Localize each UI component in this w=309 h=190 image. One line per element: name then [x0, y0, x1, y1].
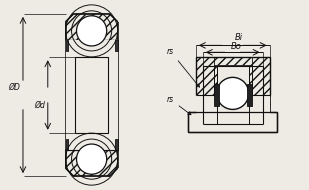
Text: Ød: Ød [34, 101, 45, 109]
Bar [66, 40, 69, 51]
Bar [214, 84, 219, 106]
Circle shape [217, 77, 249, 109]
Polygon shape [66, 14, 118, 40]
Polygon shape [196, 57, 269, 65]
Bar [75, 57, 108, 133]
Bar [115, 139, 118, 150]
Polygon shape [252, 57, 269, 95]
Bar [66, 139, 69, 150]
Polygon shape [196, 57, 214, 95]
Bar [196, 95, 269, 112]
Bar [247, 84, 252, 106]
Circle shape [77, 144, 107, 174]
Circle shape [77, 16, 107, 46]
Polygon shape [249, 66, 263, 124]
Text: rs: rs [167, 47, 200, 87]
Text: ØD: ØD [8, 83, 20, 92]
Text: rs: rs [167, 95, 191, 115]
Bar [115, 40, 118, 51]
Polygon shape [203, 66, 217, 124]
Polygon shape [196, 95, 269, 112]
Bar [66, 40, 118, 150]
Bar [188, 112, 277, 132]
Text: Bo: Bo [231, 42, 242, 51]
Text: Bi: Bi [235, 33, 243, 42]
Polygon shape [66, 150, 118, 176]
